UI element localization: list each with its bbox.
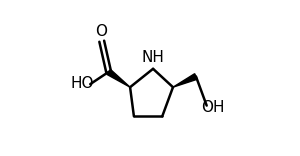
Polygon shape (107, 69, 130, 87)
Text: O: O (95, 24, 107, 39)
Text: NH: NH (142, 50, 165, 65)
Polygon shape (173, 74, 197, 87)
Text: HO: HO (70, 76, 94, 91)
Text: OH: OH (201, 100, 225, 115)
